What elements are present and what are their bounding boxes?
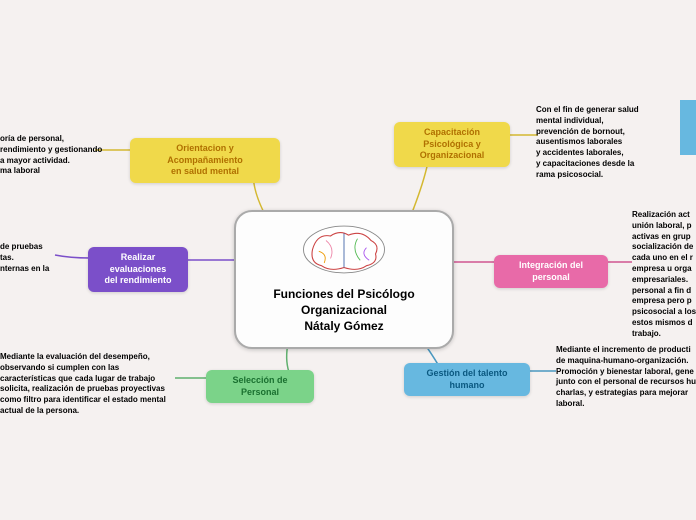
side-accent-block <box>680 100 696 155</box>
node-gestion: Gestión del talento humano <box>404 363 530 396</box>
node-evaluaciones: Realizar evaluacionesdel rendimiento <box>88 247 188 292</box>
center-line3: Nátaly Gómez <box>256 318 432 334</box>
desc-gestion: Mediante el incremento de productide maq… <box>556 345 696 410</box>
desc-orientacion: oría de personal,rendimiento y gestionan… <box>0 134 110 177</box>
node-integracion: Integración del personal <box>494 255 608 288</box>
brain-icon <box>299 222 389 277</box>
center-line1: Funciones del Psicólogo <box>256 286 432 302</box>
desc-evaluaciones: de pruebastas.nternas en la <box>0 242 80 274</box>
desc-integracion: Realización actunión laboral, pactivas e… <box>632 210 696 340</box>
center-node: Funciones del Psicólogo Organizacional N… <box>234 210 454 349</box>
center-line2: Organizacional <box>256 302 432 318</box>
node-orientacion: Orientacion y Acompañamientoen salud men… <box>130 138 280 183</box>
node-seleccion: Selección de Personal <box>206 370 314 403</box>
desc-seleccion: Mediante la evaluación del desempeño,obs… <box>0 352 180 417</box>
node-capacitacion: Capacitación Psicológica yOrganizacional <box>394 122 510 167</box>
desc-capacitacion: Con el fin de generar saludmental indivi… <box>536 105 666 181</box>
